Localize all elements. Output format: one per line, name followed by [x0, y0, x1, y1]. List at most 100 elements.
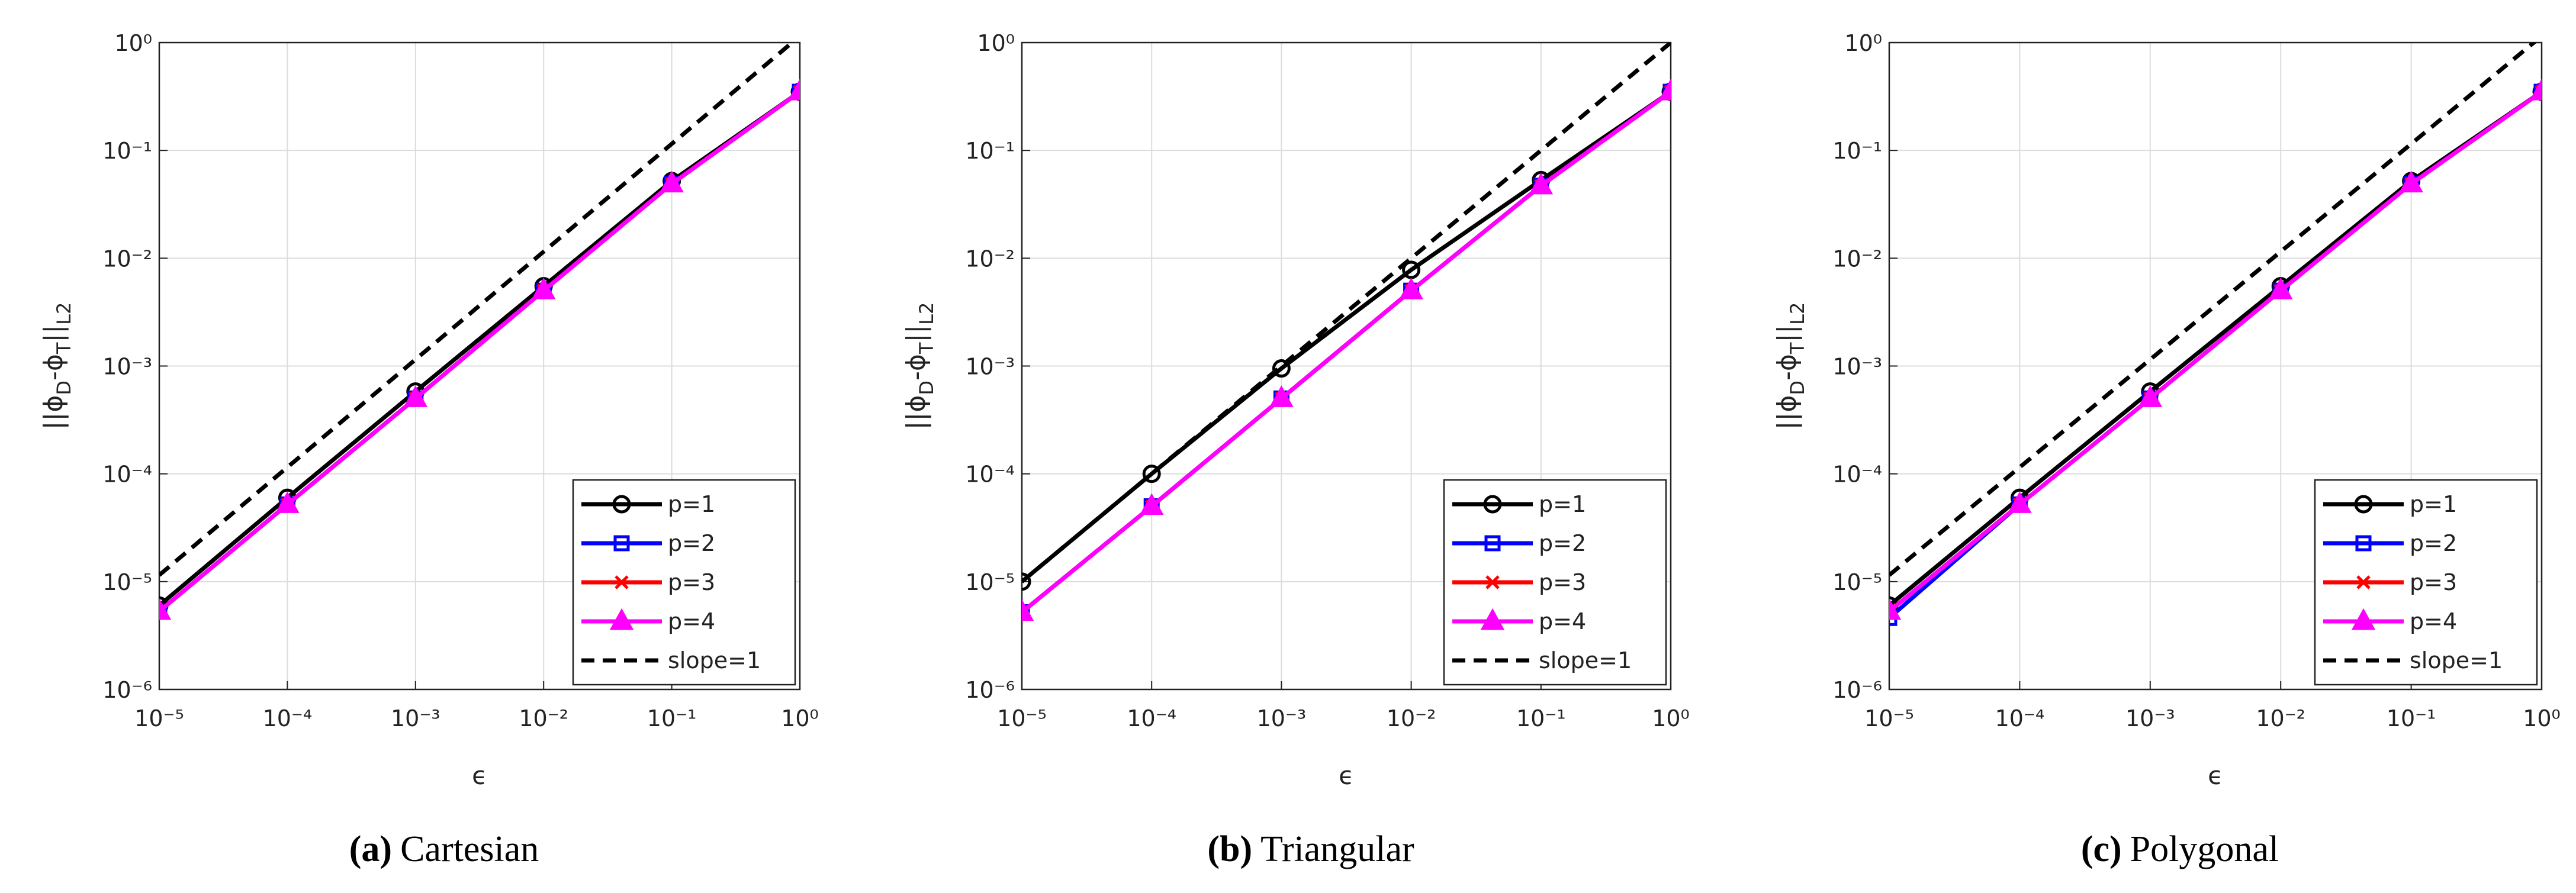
x-tick-label: 10⁰ [1652, 705, 1690, 731]
chart: 10⁻⁵ 10⁻⁴ 10⁻³ 10⁻² 10⁻¹ 10⁰10⁻⁶10⁻⁵10⁻⁴10⁻³1… [38, 30, 819, 869]
y-tick-label: 10⁻⁴ [102, 462, 152, 488]
marker-triangle [2399, 170, 2423, 193]
y-tick-label: 10⁻⁶ [965, 677, 1015, 703]
y-tick-label: 10⁻¹ [1832, 138, 1882, 164]
legend-label: p=1 [668, 491, 715, 517]
y-tick-label: 10⁻¹ [965, 138, 1015, 164]
x-tick-label: 10⁻² [1387, 705, 1436, 731]
y-tick-label: 10⁻³ [1832, 354, 1882, 380]
x-tick-label: 10⁰ [2523, 705, 2561, 731]
legend-marker [612, 495, 631, 514]
caption-text: Cartesian [400, 829, 539, 869]
series-group [1889, 43, 2542, 626]
marker-triangle [2138, 385, 2163, 407]
series-line [1889, 43, 2538, 577]
x-tick-label: 10⁻⁴ [1995, 705, 2045, 731]
y-axis-label-part: T [1786, 342, 1809, 354]
series-line [1022, 43, 1671, 583]
legend-label: p=3 [2410, 569, 2457, 595]
y-axis-label-part: D [1786, 381, 1809, 395]
caption-label: (c) [2081, 829, 2122, 869]
legend-marker [1483, 495, 1502, 514]
x-tick-label: 10⁻² [519, 705, 568, 731]
marker-triangle [1139, 493, 1164, 515]
caption-text: Triangular [1260, 829, 1414, 869]
y-tick-label: 10⁻⁴ [965, 462, 1015, 488]
chart: 10⁻⁵ 10⁻⁴ 10⁻³ 10⁻² 10⁻¹ 10⁰10⁻⁶10⁻⁵10⁻⁴10⁻³1… [1772, 30, 2561, 869]
y-tick-label: 10⁰ [1844, 30, 1882, 56]
x-tick-label: 10⁰ [781, 705, 819, 731]
caption: (c) Polygonal [2081, 829, 2279, 869]
x-tick-label: 10⁻³ [391, 705, 440, 731]
x-tick-label: 10⁻⁵ [1864, 705, 1914, 731]
legend-marker [2351, 608, 2376, 630]
legend-marker [2354, 495, 2373, 514]
x-tick-label: 10⁻¹ [647, 705, 697, 731]
marker-triangle [1658, 78, 1671, 101]
marker-triangle [2008, 491, 2032, 513]
marker-triangle [1269, 385, 1294, 407]
legend-label: p=4 [1539, 608, 1586, 634]
legend-marker [2356, 575, 2371, 589]
legend-label: p=2 [2410, 530, 2457, 556]
marker-circle [1272, 359, 1291, 378]
y-axis-label-part: || [1772, 325, 1802, 343]
y-tick-label: 10⁻² [1832, 246, 1882, 272]
x-tick-label: 10⁻⁴ [263, 705, 313, 731]
y-axis-label-part: ||ϕ [1772, 395, 1802, 430]
legend-marker [609, 608, 634, 630]
y-axis-label-part: || [38, 325, 69, 343]
axes-frame [1021, 41, 1672, 691]
legend-marker [2355, 535, 2372, 552]
legend-marker [1485, 575, 1500, 589]
axes-frame [158, 41, 801, 691]
y-axis-label-part: -ϕ [901, 354, 931, 381]
caption-label: (a) [349, 829, 392, 869]
x-tick-label: 10⁻¹ [1516, 705, 1566, 731]
y-axis-label-part: L2 [915, 302, 938, 325]
y-tick-label: 10⁻³ [102, 354, 152, 380]
legend-label: p=2 [1539, 530, 1586, 556]
legend-marker [615, 575, 629, 589]
marker-triangle [1529, 172, 1554, 195]
legend-label: slope=1 [668, 647, 761, 673]
legend-label: slope=1 [2410, 647, 2503, 673]
legend-marker [1484, 535, 1501, 552]
caption-text: Polygonal [2130, 829, 2279, 869]
y-tick-label: 10⁻⁶ [1832, 677, 1882, 703]
y-tick-label: 10⁻⁶ [102, 677, 152, 703]
y-axis-label: ||ϕD-ϕT||L2 [38, 302, 75, 430]
series-line [159, 90, 800, 613]
x-tick-label: 10⁻¹ [2387, 705, 2436, 731]
caption: (a) Cartesian [349, 829, 539, 869]
caption: (b) Triangular [1207, 829, 1414, 869]
y-axis-label-part: T [53, 342, 75, 354]
y-tick-label: 10⁻¹ [102, 138, 152, 164]
marker-triangle [2529, 78, 2542, 101]
y-tick-label: 10⁰ [114, 30, 152, 56]
marker-triangle [1022, 599, 1034, 621]
legend-label: p=4 [668, 608, 715, 634]
y-axis-label-part: T [915, 342, 938, 354]
legend-label: p=3 [668, 569, 715, 595]
caption-label: (b) [1207, 829, 1252, 869]
x-axis-label: ϵ [2208, 761, 2223, 790]
legend-label: p=2 [668, 530, 715, 556]
marker-circle [1142, 465, 1161, 483]
legend-label: p=3 [1539, 569, 1586, 595]
marker-triangle [403, 385, 428, 407]
y-tick-label: 10⁰ [977, 30, 1015, 56]
legend-label: p=1 [2410, 491, 2457, 517]
y-tick-label: 10⁻⁴ [1832, 462, 1882, 488]
marker-circle [1022, 572, 1031, 591]
series-group [159, 43, 800, 620]
marker-triangle [1889, 598, 1902, 620]
y-axis-label-part: || [901, 325, 931, 343]
y-axis-label-part: D [53, 381, 75, 395]
y-axis-label-part: ||ϕ [38, 395, 69, 430]
y-axis-label-part: L2 [1786, 302, 1809, 325]
marker-triangle [2268, 277, 2293, 299]
y-tick-label: 10⁻³ [965, 354, 1015, 380]
series-line [159, 43, 796, 577]
